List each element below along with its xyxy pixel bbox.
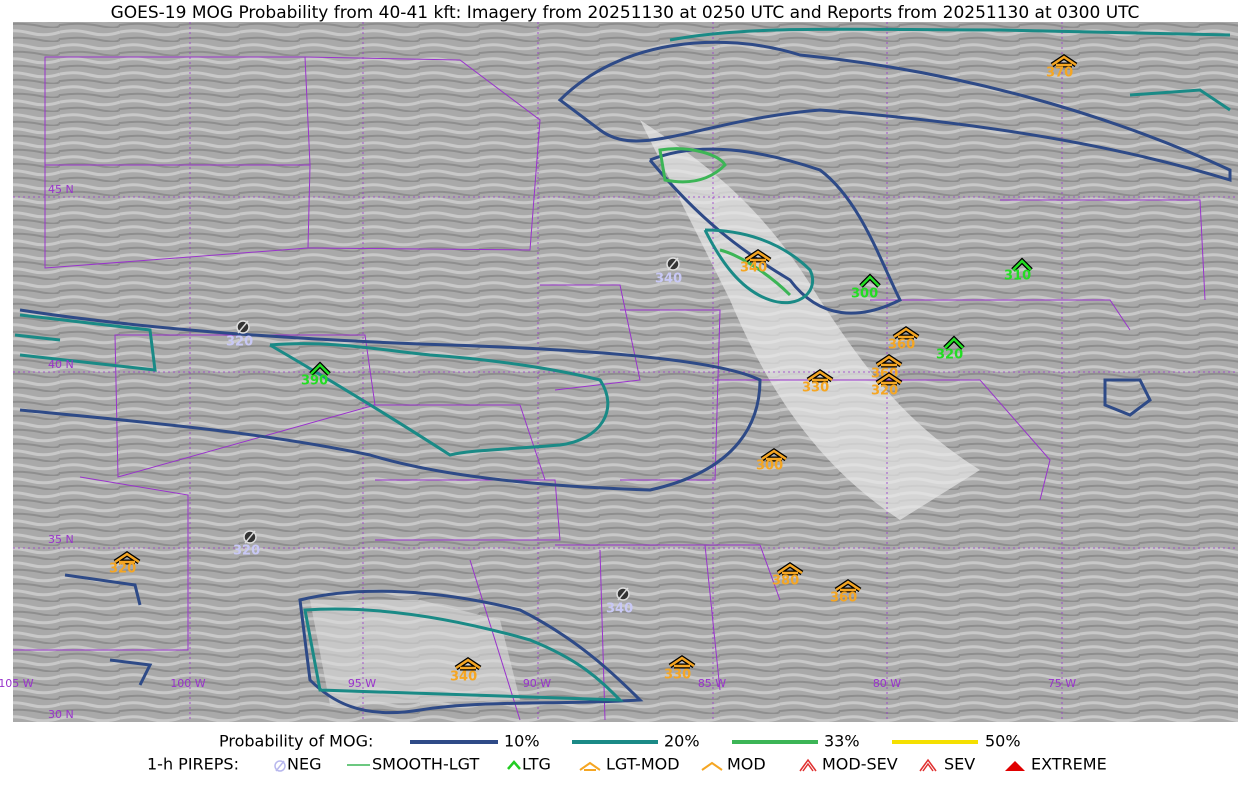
legend-entry: LTG — [522, 755, 551, 774]
pirep-icon — [745, 250, 771, 262]
pirep-altitude: 320 — [233, 544, 260, 559]
pirep-icon — [860, 275, 880, 287]
pirep-icon — [114, 552, 140, 564]
latitude-label: 40 N — [48, 358, 74, 371]
pirep-altitude: 300 — [851, 287, 878, 302]
longitude-label: 75 W — [1048, 677, 1076, 690]
probability-contours — [14, 27, 1232, 715]
longitude-label: 80 W — [873, 677, 901, 690]
legend-entry: 33% — [824, 732, 860, 751]
cloud-band — [310, 600, 520, 705]
pirep-altitude: 320 — [226, 335, 253, 350]
pirep-altitude: 340 — [450, 670, 477, 685]
legend-entry: 50% — [985, 732, 1021, 751]
legend-entry: EXTREME — [1031, 755, 1107, 774]
cloud-band — [640, 120, 980, 520]
legend-title: 1-h PIREPS: — [147, 755, 239, 774]
pirep-icon — [617, 587, 629, 601]
pirep-altitude: 320 — [871, 384, 898, 399]
pirep-icon — [893, 327, 919, 339]
map-labels: 45 N 40 N 35 N 30 N 105 W 100 W 95 W 90 W 85 W 80… — [0, 53, 1078, 721]
legend-icon — [919, 758, 937, 772]
state-borders — [13, 56, 1206, 721]
pirep-altitude: 300 — [756, 459, 783, 474]
longitude-label: 85 W — [698, 677, 726, 690]
pirep-icon — [1012, 259, 1032, 271]
longitude-label: 95 W — [348, 677, 376, 690]
legend-entry: 20% — [664, 732, 700, 751]
pirep-icon — [777, 563, 803, 575]
pirep-icon — [807, 370, 833, 382]
pirep-icon — [835, 580, 861, 592]
pirep-altitude: 330 — [664, 668, 691, 683]
pirep-altitude: 390 — [301, 374, 328, 389]
legend-icon — [274, 760, 286, 772]
pirep-altitude: 320 — [109, 562, 136, 577]
pirep-icon — [1051, 55, 1077, 67]
legend-entry: LGT-MOD — [606, 755, 680, 774]
pirep-icon — [669, 656, 695, 668]
pirep-icon — [237, 320, 249, 334]
pirep-altitude: 380 — [772, 574, 799, 589]
legend-entry: SEV — [944, 755, 975, 774]
latitude-label: 35 N — [48, 533, 74, 546]
pirep-altitude: 360 — [888, 338, 915, 353]
legend-icon — [507, 760, 521, 770]
pirep-altitude: 330 — [802, 381, 829, 396]
legend-title: Probability of MOG: — [219, 732, 373, 751]
pirep-altitude: 340 — [655, 272, 682, 287]
pirep-icon — [944, 337, 964, 349]
pirep-altitude: 310 — [1004, 269, 1031, 284]
pirep-altitude: 320 — [936, 348, 963, 363]
legend-icon — [579, 761, 601, 771]
pirep-altitude: 360 — [830, 591, 857, 606]
legend-entry: 10% — [504, 732, 540, 751]
pirep-icon — [876, 373, 902, 385]
legend: Probability of MOG: 10% 20% 33% 50% 1-h … — [147, 732, 1107, 774]
legend-entry: SMOOTH-LGT — [372, 755, 479, 774]
longitude-label: 105 W — [0, 677, 34, 690]
pirep-icon — [244, 530, 256, 544]
legend-icon — [701, 761, 723, 771]
legend-entry: NEG — [287, 755, 321, 774]
legend-icon — [1005, 761, 1025, 771]
legend-icon — [799, 758, 817, 772]
pirep-icon — [876, 355, 902, 367]
pirep-icon — [761, 449, 787, 461]
latitude-label: 30 N — [48, 708, 74, 721]
pirep-icon — [667, 257, 679, 271]
pirep-icon — [310, 363, 330, 375]
legend-entry: MOD — [727, 755, 766, 774]
longitude-label: 90 W — [523, 677, 551, 690]
pirep-icon — [455, 658, 481, 670]
map-area — [13, 22, 1238, 722]
pirep-altitude: 340 — [606, 602, 633, 617]
pirep-altitude: 340 — [740, 261, 767, 276]
title: GOES-19 MOG Probability from 40-41 kft: … — [111, 3, 1140, 23]
legend-entry: MOD-SEV — [822, 755, 898, 774]
pirep-altitude: 370 — [1046, 66, 1073, 81]
latitude-label: 45 N — [48, 183, 74, 196]
longitude-label: 100 W — [170, 677, 205, 690]
